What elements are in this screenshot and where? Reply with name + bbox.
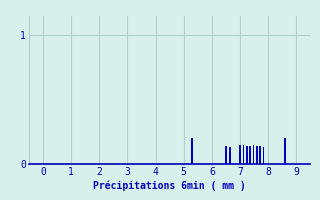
Bar: [225, 146, 227, 164]
Bar: [239, 145, 241, 164]
Bar: [191, 138, 193, 164]
Bar: [249, 146, 251, 164]
Bar: [243, 145, 244, 164]
Bar: [284, 138, 286, 164]
Bar: [260, 146, 261, 164]
Bar: [263, 147, 265, 164]
Bar: [246, 146, 248, 164]
Bar: [256, 146, 258, 164]
Bar: [229, 147, 231, 164]
X-axis label: Précipitations 6min ( mm ): Précipitations 6min ( mm ): [93, 181, 246, 191]
Bar: [253, 145, 254, 164]
